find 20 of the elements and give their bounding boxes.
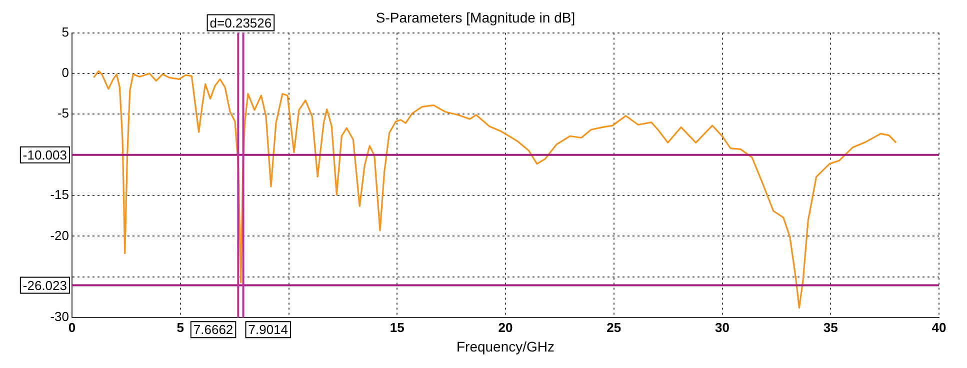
text: d=0.23526 <box>210 15 272 30</box>
x-tick-label: 15 <box>390 320 404 335</box>
y-tick-label: -5 <box>57 106 69 121</box>
ref-line-label: -26.023 <box>22 278 68 293</box>
x-tick-label: 5 <box>176 320 184 335</box>
x-tick-label: 30 <box>715 320 730 335</box>
x-tick-label: 35 <box>823 320 838 335</box>
x-tick-label: 20 <box>498 320 513 335</box>
y-tick-label: -20 <box>50 228 69 243</box>
y-tick-label: -30 <box>50 309 69 324</box>
ref-line-label: 7.9014 <box>248 322 288 338</box>
ref-line-label: -10.003 <box>22 147 68 162</box>
ref-line-label: 7.6662 <box>193 322 234 338</box>
y-tick-label: 0 <box>62 65 69 80</box>
x-tick-label: 25 <box>606 320 622 335</box>
chart-title: S-Parameters [Magnitude in dB] <box>376 9 576 26</box>
y-tick-label: 5 <box>62 24 69 40</box>
x-axis-title: Frequency/GHz <box>456 338 555 354</box>
y-tick-label: -15 <box>50 187 69 202</box>
x-tick-label: 40 <box>932 320 946 335</box>
